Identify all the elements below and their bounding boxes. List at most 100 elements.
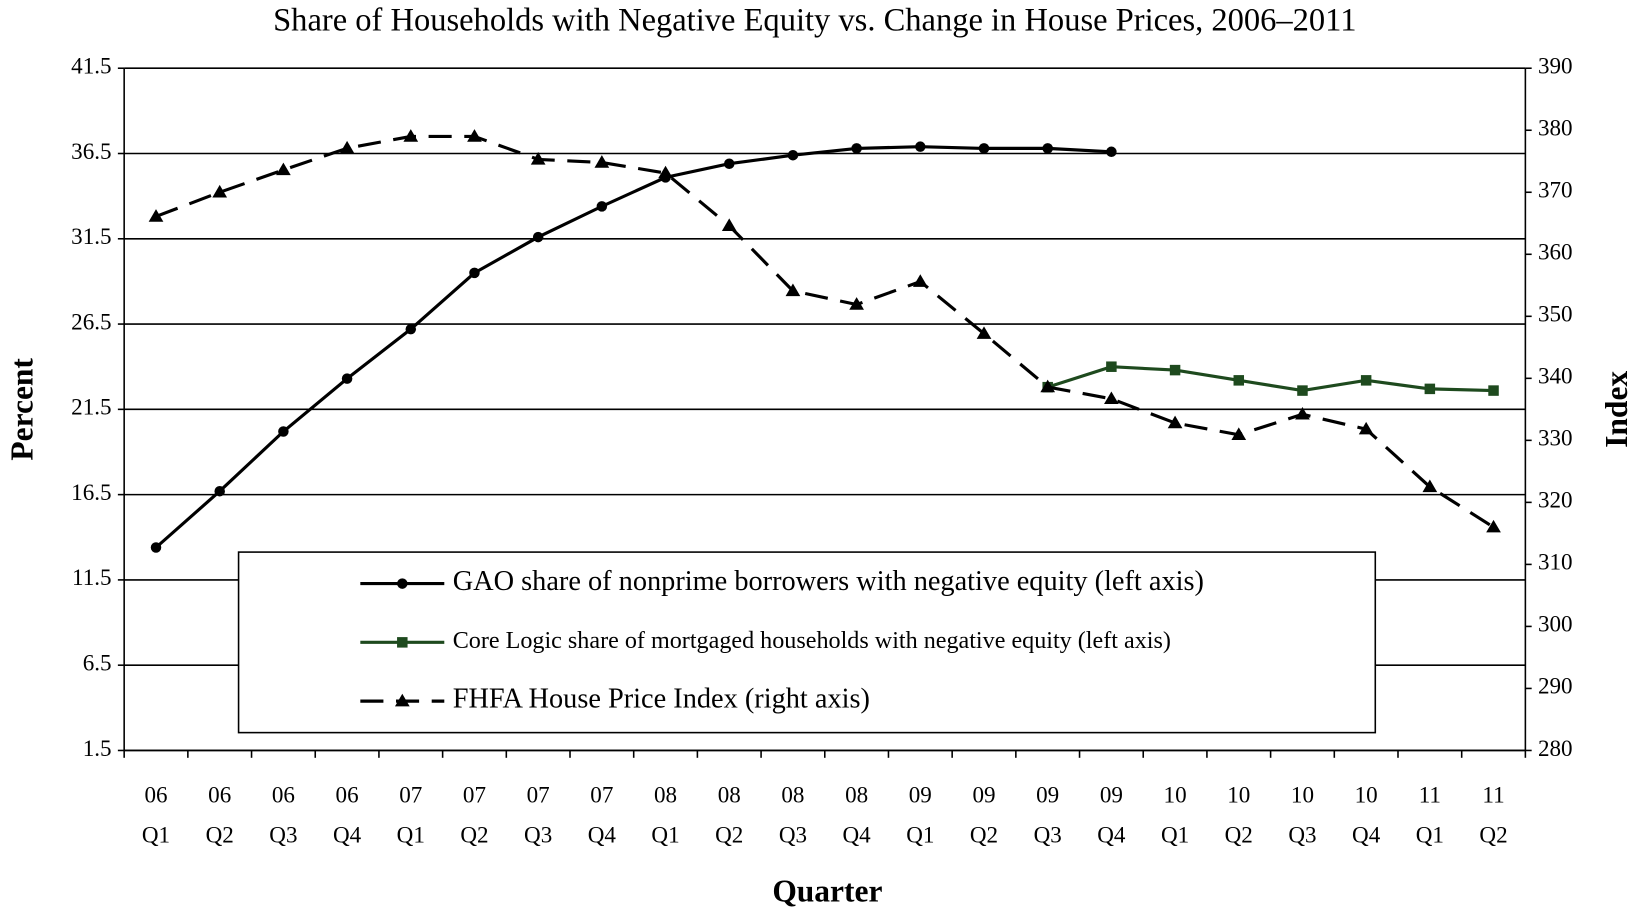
y2-tick-label: 330 [1538,425,1573,451]
x-tick-label: 09 Q3 [1034,782,1062,848]
x-tick-label-line: Q4 [1097,822,1126,848]
x-tick-label-line: Q2 [715,822,743,848]
marker [1167,415,1183,429]
x-tick-label-line: Q1 [142,822,170,848]
x-tick-label-line: 06 [272,782,295,808]
marker [276,162,291,176]
marker [596,201,608,212]
x-tick-label-line: 06 [208,782,231,808]
x-tick-label-line: 08 [654,782,677,808]
y2-axis-label: Index [1599,371,1634,448]
marker [1042,143,1053,154]
marker [469,267,480,279]
x-tick-label: 10 Q3 [1288,782,1316,848]
y2-tick-label: 320 [1538,487,1573,513]
legend-label: GAO share of nonprime borrowers with neg… [453,566,1204,597]
legend-label: Core Logic share of mortgaged households… [453,627,1171,654]
marker [1106,146,1117,158]
x-tick-label-line: 07 [399,782,422,808]
marker [1488,385,1499,396]
y2-tick-label: 390 [1538,53,1573,79]
x-tick-label: 11 Q1 [1416,782,1444,848]
marker [397,637,408,648]
marker [467,129,482,142]
x-tick-label-line: 07 [590,782,613,808]
y2-tick-label: 380 [1538,115,1573,141]
y-tick-label: 6.5 [83,649,112,675]
marker [658,165,673,179]
y2-tick-label: 350 [1538,301,1573,327]
x-tick-label-line: 10 [1291,782,1314,808]
marker [721,218,737,232]
x-tick-label: 10 Q2 [1225,782,1253,848]
y-axis-label: Percent [5,358,40,461]
x-tick-label: 06 Q4 [333,782,362,848]
x-tick-label-line: Q3 [524,822,552,848]
y2-tick-label: 280 [1538,735,1573,761]
x-tick-label-line: 11 [1482,782,1504,808]
marker [723,158,735,169]
series-line [155,134,1495,529]
marker [150,542,162,553]
x-tick-label-line: 10 [1227,782,1250,808]
y-tick-label: 1.5 [83,735,112,761]
x-tick-label-line: 09 [1100,782,1123,808]
x-tick-label-line: Q3 [779,822,807,848]
marker [341,373,353,384]
x-tick-label-line: Q1 [906,822,934,848]
marker [1422,479,1438,493]
marker [405,323,417,335]
x-tick-label: 07 Q2 [460,782,488,848]
x-tick-label: 08 Q1 [651,782,679,848]
y2-tick-label: 360 [1538,239,1573,265]
marker [1106,361,1117,372]
marker [1233,375,1245,386]
y2-tick-label: 290 [1538,673,1573,699]
marker [397,578,408,589]
marker [1358,421,1374,435]
y2-tick-label: 310 [1538,549,1573,575]
y2-tick-label: 370 [1538,177,1573,203]
marker [212,184,228,198]
series-line [154,145,1112,549]
x-tick-label-line: 09 [972,782,995,808]
x-tick-label: 09 Q4 [1097,782,1126,848]
marker [148,209,164,222]
x-tick-label: 11 Q2 [1479,782,1507,848]
marker [403,129,419,142]
x-tick-label: 07 Q3 [524,782,552,848]
x-tick-label-line: 06 [336,782,359,808]
x-tick-label: 06 Q2 [206,782,234,848]
marker [1231,427,1247,441]
x-tick-label-line: Q2 [206,822,234,848]
marker [849,297,864,310]
y-tick-label: 16.5 [71,479,111,505]
x-tick-label: 07 Q4 [588,782,617,848]
y-tick-label: 21.5 [71,394,111,420]
y2-tick-label: 340 [1538,363,1573,389]
x-tick-label-line: Q1 [1416,822,1444,848]
marker [976,326,992,339]
x-tick-label-line: Q4 [1352,822,1381,848]
x-tick-label-line: 10 [1355,782,1378,808]
x-tick-label: 06 Q1 [142,782,170,848]
x-tick-label-line: Q3 [1288,822,1316,848]
series-line [1047,365,1494,393]
marker [1295,406,1310,420]
x-tick-label: 08 Q4 [843,782,872,848]
x-tick-label: 07 Q1 [397,782,425,848]
x-tick-label-line: Q3 [269,822,297,848]
x-tick-label: 08 Q2 [715,782,743,848]
y-tick-label: 41.5 [71,53,111,79]
y-tick-label: 26.5 [71,308,111,334]
x-tick-label-line: 11 [1419,782,1441,808]
x-tick-label-line: Q4 [843,822,872,848]
x-tick-label-line: 06 [144,782,167,808]
x-tick-label-line: Q1 [651,822,679,848]
marker [1297,385,1308,396]
marker [1169,364,1181,376]
marker [594,155,610,168]
marker [1040,379,1056,393]
x-tick-label-line: 08 [781,782,804,808]
